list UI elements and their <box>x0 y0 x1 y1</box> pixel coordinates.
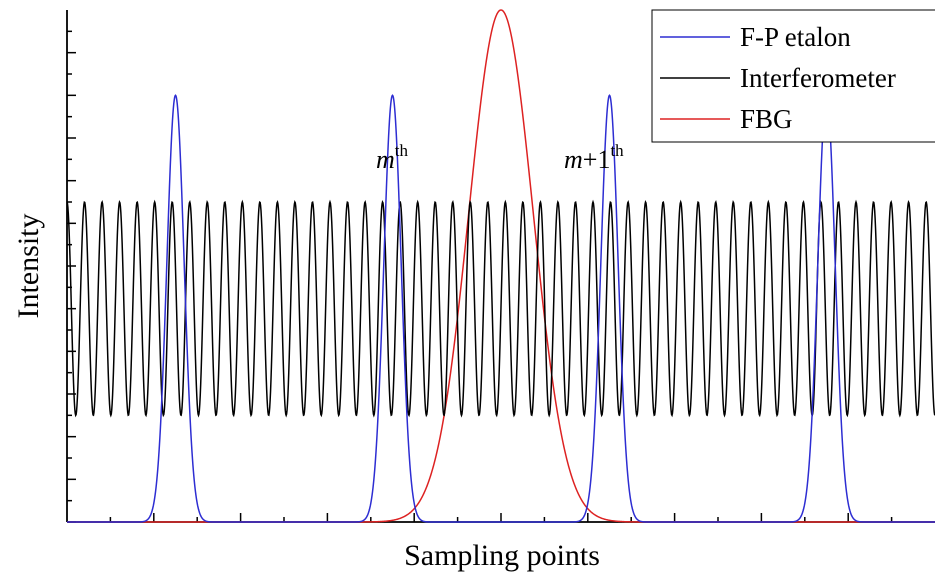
annotation-m-plus-1th-main: m <box>564 145 583 174</box>
svg-text:mth: mth <box>376 141 409 174</box>
legend: F-P etalon Interferometer FBG <box>651 9 935 143</box>
legend-label-interferometer: Interferometer <box>740 63 896 93</box>
annotation-m-plus-1th-sup: th <box>610 141 624 160</box>
annotation-m-plus-1th: m+1th <box>564 141 624 174</box>
svg-text:m+1th: m+1th <box>564 141 624 174</box>
legend-box <box>651 9 935 143</box>
x-ticks <box>109 513 893 522</box>
annotation-mth-main: m <box>376 145 395 174</box>
series-interferometer-line <box>66 199 935 418</box>
y-ticks <box>67 30 76 523</box>
annotation-m-plus-1th-suffix: +1 <box>583 145 611 174</box>
plot-area <box>66 9 935 523</box>
x-axis-label: Sampling points <box>404 539 600 572</box>
series-fp-etalon-line <box>67 94 935 523</box>
legend-label-fbg: FBG <box>740 104 793 134</box>
annotation-mth: mth <box>376 141 409 174</box>
annotation-mth-sup: th <box>395 141 409 160</box>
y-axis-label: Intensity <box>12 214 45 319</box>
legend-label-fp-etalon: F-P etalon <box>740 22 851 52</box>
